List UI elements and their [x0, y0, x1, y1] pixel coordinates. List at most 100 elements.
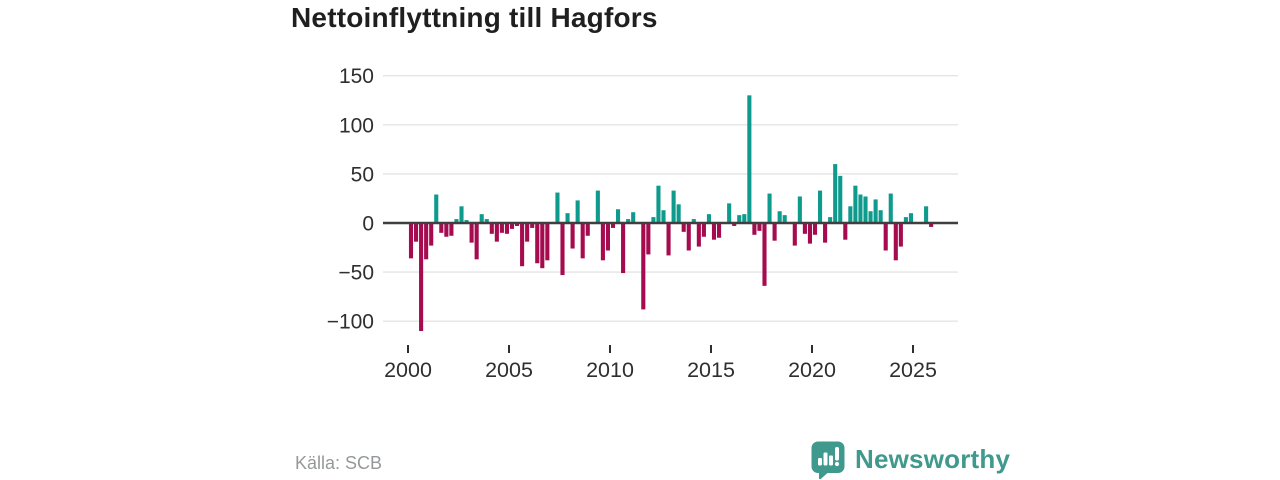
x-axis-tick-label-2000: 2000: [384, 358, 432, 382]
bar-2025Q4: [929, 223, 934, 227]
bar-2023Q3: [883, 223, 888, 251]
bar-2003Q1: [469, 223, 474, 243]
bar-2008Q3: [580, 223, 585, 259]
bar-2016Q3: [742, 214, 747, 223]
bar-2021Q1: [833, 164, 838, 223]
bar-2008Q4: [585, 223, 590, 236]
bar-2014Q3: [701, 223, 706, 237]
bar-2011Q4: [646, 223, 651, 255]
bar-2008Q2: [575, 200, 580, 223]
bar-2017Q4: [767, 193, 772, 223]
bar-2018Q2: [777, 211, 782, 223]
bar-2022Q3: [863, 196, 868, 223]
bar-2023Q1: [873, 199, 878, 223]
bar-2004Q1: [489, 223, 494, 234]
bar-2010Q1: [610, 223, 616, 228]
bar-2006Q4: [545, 223, 550, 261]
bar-2024Q4: [908, 213, 913, 223]
newsworthy-logo-text: Newsworthy: [855, 444, 1011, 474]
bar-2018Q1: [772, 223, 777, 241]
source-label: Källa: SCB: [295, 453, 383, 473]
bar-2012Q1: [651, 217, 656, 223]
y-axis-tick-label-0: 0: [362, 213, 374, 236]
bar-2019Q4: [807, 223, 812, 244]
bar-2010Q2: [616, 209, 621, 223]
bar-2002Q1: [449, 223, 454, 236]
bar-2001Q2: [434, 194, 439, 223]
bar-2024Q2: [898, 223, 903, 247]
bar-2007Q2: [555, 192, 560, 223]
bar-2015Q4: [727, 203, 732, 223]
bar-2004Q2: [494, 223, 499, 242]
bar-2024Q3: [903, 217, 908, 223]
bar-2014Q2: [696, 223, 701, 247]
y-axis-tick-label-50: 50: [351, 163, 374, 186]
newsworthy-logo[interactable]: Newsworthy: [810, 440, 1010, 479]
bar-2006Q3: [540, 223, 545, 269]
bar-2019Q2: [797, 196, 802, 223]
bar-2003Q2: [474, 223, 479, 260]
bar-2009Q2: [595, 190, 600, 223]
bar-2017Q1: [752, 223, 757, 235]
y-axis-tick-label--100: −100: [327, 311, 374, 334]
bar-2021Q3: [843, 223, 848, 240]
bar-2008Q1: [570, 223, 575, 249]
bar-2015Q2: [717, 223, 722, 238]
bar-2011Q1: [631, 212, 636, 223]
bar-2003Q3: [479, 214, 484, 223]
bar-2012Q4: [666, 223, 671, 256]
bar-2007Q4: [565, 213, 570, 223]
bar-2000Q2: [414, 223, 419, 242]
bar-2012Q2: [656, 185, 661, 223]
y-axis-tick-label--50: −50: [338, 262, 374, 285]
bar-2005Q2: [515, 223, 520, 226]
bar-2022Q2: [858, 194, 863, 223]
bar-2019Q3: [802, 223, 807, 234]
bar-2009Q3: [600, 223, 605, 261]
bar-2005Q4: [525, 223, 530, 242]
x-axis-tick-label-2005: 2005: [485, 358, 533, 382]
bar-2013Q3: [681, 223, 686, 232]
bar-2002Q2: [454, 219, 459, 223]
bar-2017Q2: [757, 223, 762, 231]
newsworthy-bubble-chart-icon: [811, 441, 845, 479]
bar-2011Q3: [641, 223, 646, 310]
bar-2001Q3: [439, 223, 444, 233]
bar-2013Q2: [676, 204, 681, 223]
bar-2020Q4: [828, 217, 833, 223]
y-axis-tick-label-100: 100: [339, 114, 374, 137]
bar-2021Q2: [838, 175, 843, 223]
y-axis-tick-label-150: 150: [339, 65, 374, 88]
bar-2018Q3: [782, 215, 787, 223]
bar-2019Q1: [792, 223, 797, 246]
bar-2003Q4: [484, 219, 489, 223]
bar-2017Q3: [762, 223, 767, 286]
bar-2022Q4: [868, 211, 873, 223]
bar-2002Q4: [464, 220, 469, 223]
bar-2002Q3: [459, 206, 464, 223]
x-axis-tick-label-2010: 2010: [586, 358, 634, 382]
bar-2000Q1: [408, 223, 414, 259]
bar-2020Q3: [823, 223, 828, 243]
bar-2004Q4: [504, 223, 509, 234]
x-axis-tick-label-2025: 2025: [889, 358, 937, 382]
bar-2010Q3: [621, 223, 626, 274]
bar-2007Q3: [560, 223, 565, 276]
bar-2016Q4: [747, 95, 752, 223]
bar-2009Q4: [605, 223, 610, 251]
bar-2000Q4: [424, 223, 429, 260]
x-axis-tick-label-2020: 2020: [788, 358, 836, 382]
bar-2020Q2: [818, 190, 823, 223]
bar-2004Q3: [499, 223, 504, 233]
bar-2023Q4: [888, 193, 893, 223]
bar-2006Q2: [535, 223, 540, 264]
bar-2000Q3: [419, 223, 424, 332]
bar-2024Q1: [893, 223, 898, 261]
bar-2021Q4: [848, 206, 853, 223]
chart-title: Nettoinflyttning till Hagfors: [291, 2, 658, 33]
bar-2005Q1: [509, 223, 515, 229]
bar-2013Q1: [671, 190, 676, 223]
bar-2014Q4: [706, 214, 711, 223]
bar-2001Q4: [444, 223, 449, 237]
bar-2020Q1: [812, 223, 818, 235]
